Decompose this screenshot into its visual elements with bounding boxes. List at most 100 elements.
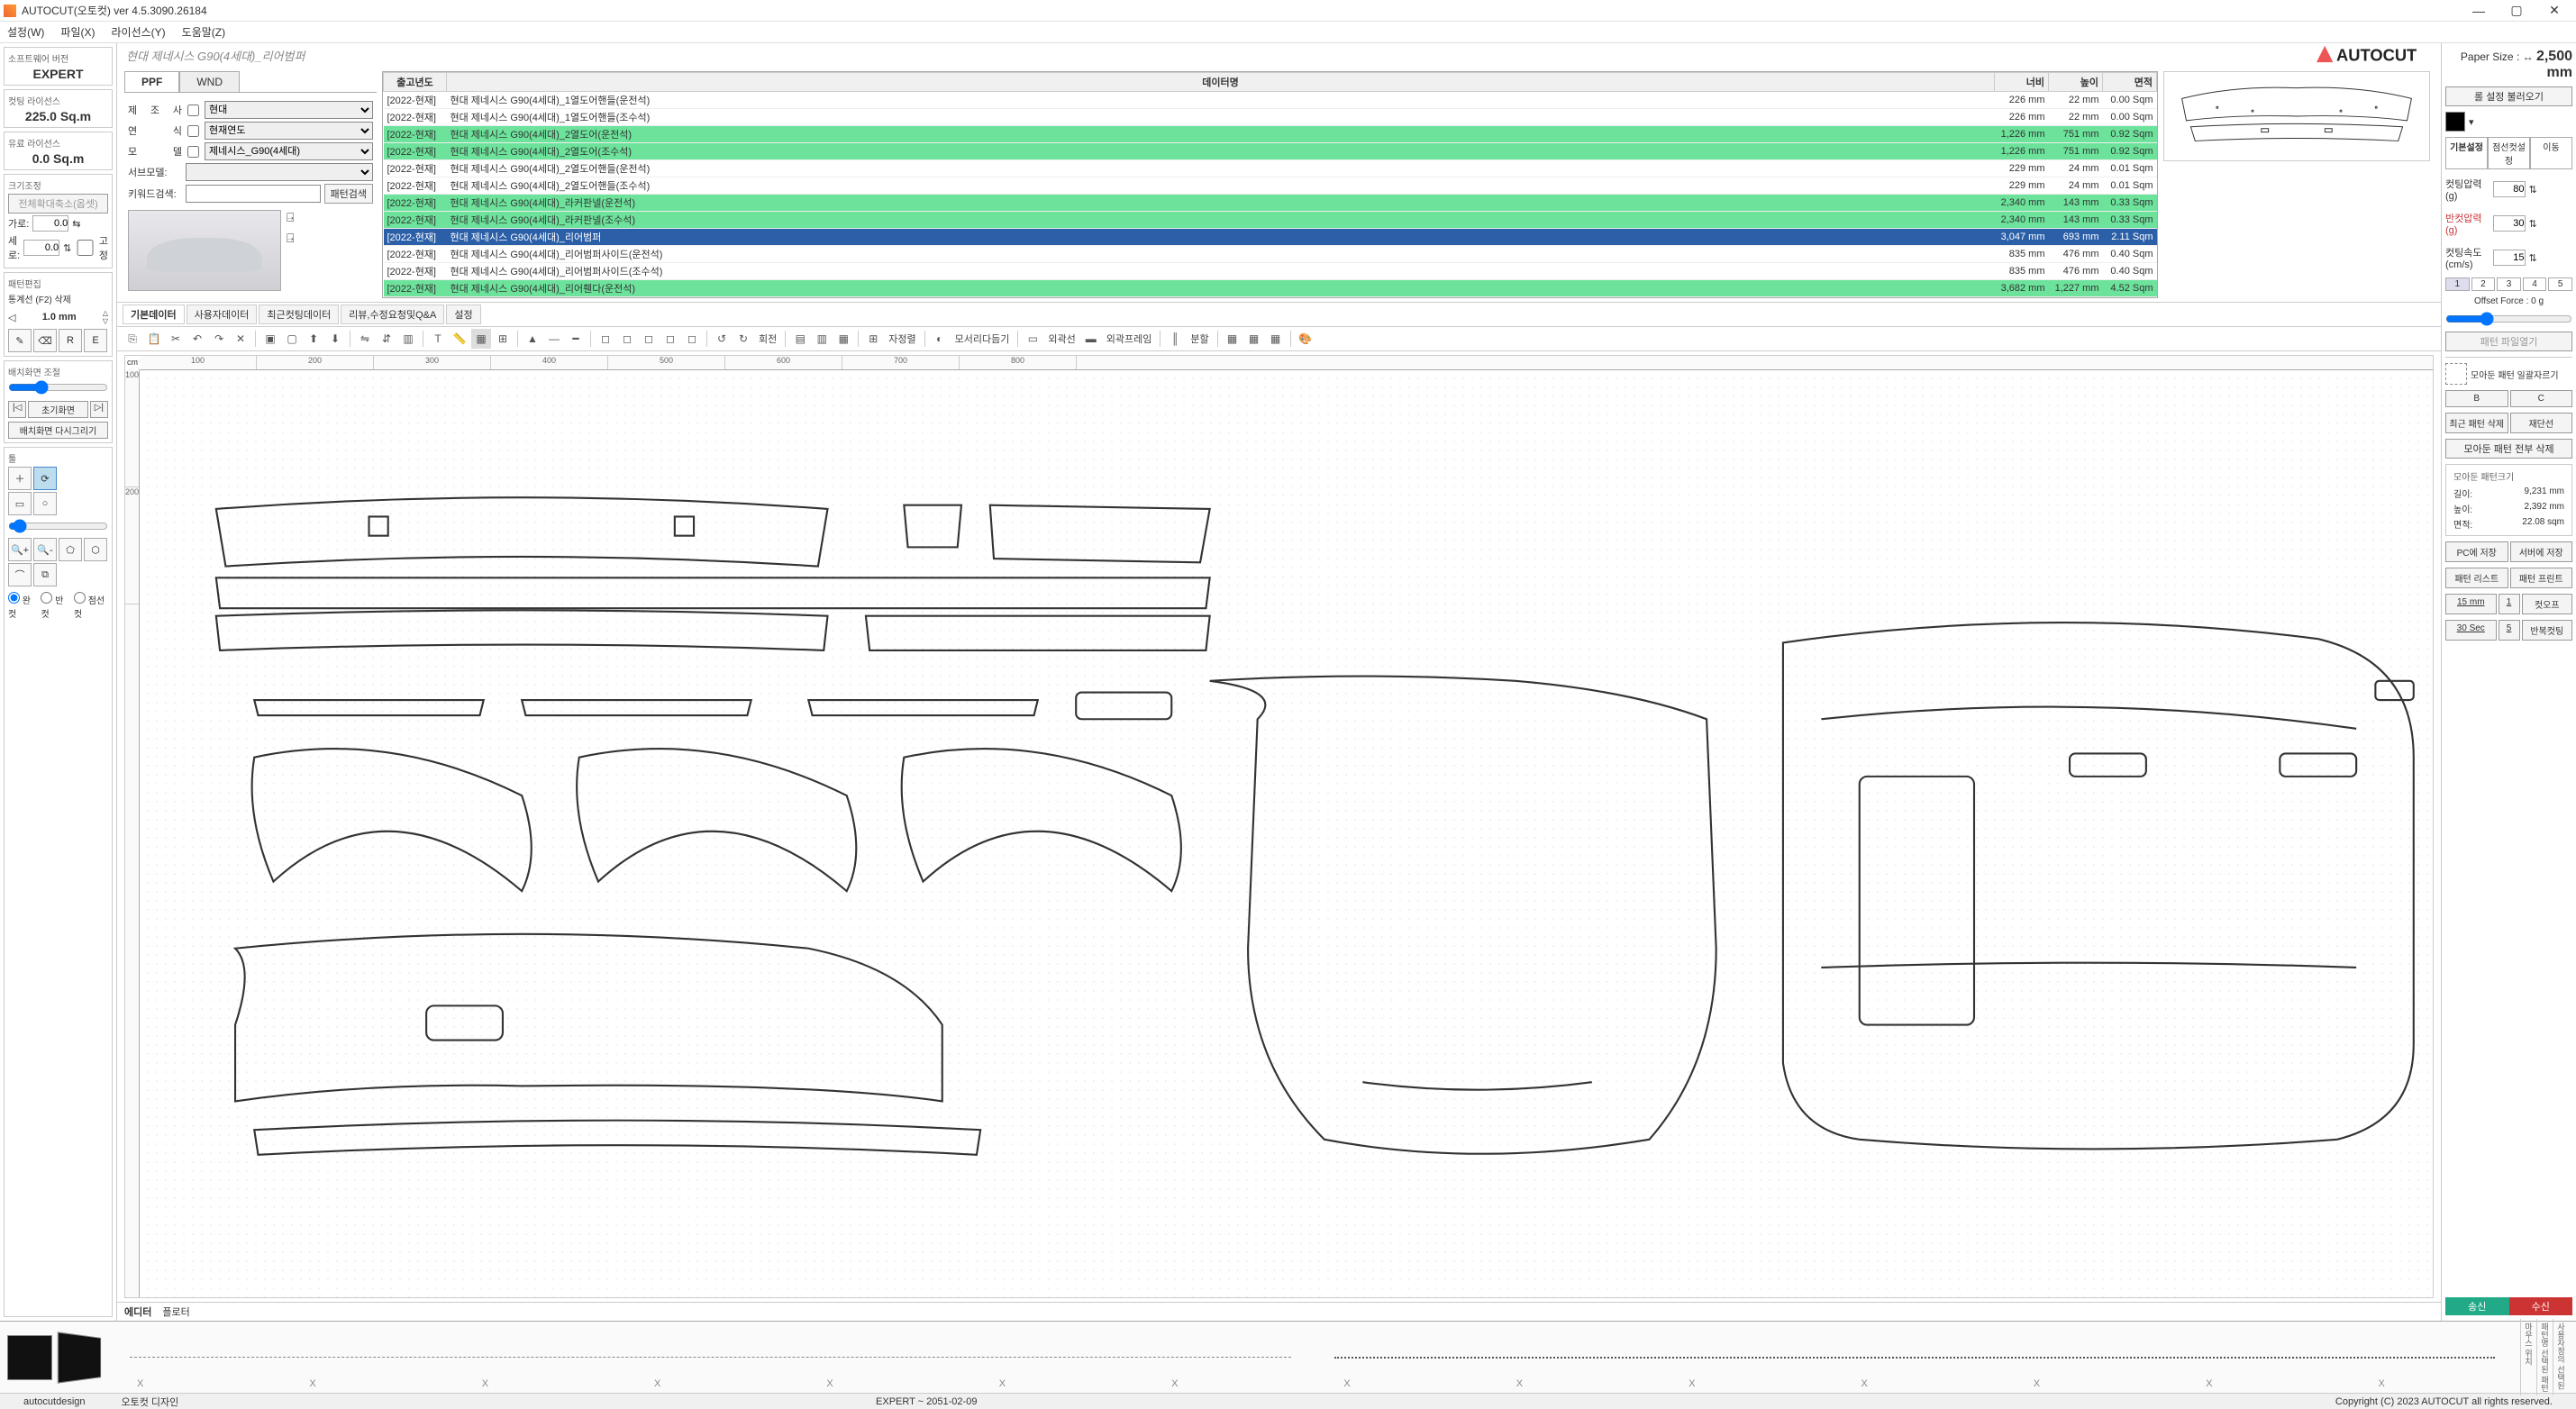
tb-align1-icon[interactable]: ▤ <box>790 329 810 349</box>
col-height[interactable]: 높이 <box>2049 73 2103 92</box>
tb-flipv-icon[interactable]: ⇵ <box>377 329 396 349</box>
col-name[interactable]: 데이터명 <box>447 73 1995 92</box>
tab-wnd[interactable]: WND <box>179 71 240 92</box>
tb-redo-icon[interactable]: ↷ <box>209 329 229 349</box>
preset-4[interactable]: 4 <box>2523 277 2547 291</box>
table-row[interactable]: [2022-현재]현대 제네시스 G90(4세대)_2열도어핸들(운전석)229… <box>384 160 2157 177</box>
year-select[interactable]: 현재연도 <box>205 122 373 140</box>
table-row[interactable]: [2022-현재]현대 제네시스 G90(4세대)_리어범퍼사이드(운전석)83… <box>384 246 2157 263</box>
bc-b-button[interactable]: B <box>2445 390 2508 407</box>
table-row[interactable]: [2022-현재]현대 제네시스 G90(4세대)_라커판넬(조수석)2,340… <box>384 212 2157 229</box>
table-row[interactable]: [2022-현재]현대 제네시스 G90(4세대)_2열도어(운전석)1,226… <box>384 126 2157 143</box>
tool-rect-icon[interactable]: ▭ <box>8 492 32 515</box>
step-down-icon[interactable]: ▽ <box>103 317 108 325</box>
editor-canvas[interactable]: cm 100200300400 500600700800 100200 <box>124 355 2434 1298</box>
tb-grid-icon[interactable]: ▦ <box>471 329 491 349</box>
tb-front-icon[interactable]: ⬆ <box>304 329 323 349</box>
tb-delete-icon[interactable]: ✕ <box>231 329 250 349</box>
pattern-print-button[interactable]: 패턴 프린트 <box>2510 568 2573 588</box>
tb-back-icon[interactable]: ⬇ <box>325 329 345 349</box>
tb-c2-icon[interactable]: ▦ <box>1244 329 1264 349</box>
bc-c-button[interactable]: C <box>2510 390 2573 407</box>
layout-slider[interactable] <box>8 380 108 395</box>
tb-copy-icon[interactable]: ⎘ <box>123 329 142 349</box>
maximize-button[interactable]: ▢ <box>2499 1 2535 21</box>
tb-snap-icon[interactable]: ⊞ <box>493 329 513 349</box>
tb-outline-icon[interactable]: ▭ <box>1023 329 1042 349</box>
cut-pressure-input[interactable] <box>2493 181 2526 197</box>
tb-ruler-icon[interactable]: 📏 <box>450 329 469 349</box>
tb-line2-icon[interactable]: ━ <box>566 329 586 349</box>
tool-pentagon-icon[interactable]: ⬠ <box>59 538 82 561</box>
cut-pressure-spin-icon[interactable]: ⇅ <box>2529 184 2573 195</box>
menu-file[interactable]: 파일(X) <box>60 24 95 40</box>
swatch-1[interactable] <box>7 1335 52 1380</box>
prev-view-button[interactable]: |◁ <box>8 401 26 418</box>
tb-sq4-icon[interactable]: ◻ <box>660 329 680 349</box>
cut-half-radio[interactable]: 반 컷 <box>41 592 69 620</box>
tab-ppf[interactable]: PPF <box>124 71 179 92</box>
table-row[interactable]: [2022-현재]현대 제네시스 G90(4세대)_리어휀다(운전석)3,682… <box>384 280 2157 297</box>
tool-plus-icon[interactable]: ＋ <box>8 467 32 490</box>
tb-align-up-icon[interactable]: ▲ <box>523 329 542 349</box>
one-button[interactable]: 1 <box>2499 594 2520 614</box>
tb-arrange-icon[interactable]: ⊞ <box>863 329 883 349</box>
tb-sq1-icon[interactable]: ◻ <box>596 329 615 349</box>
cut-speed-spin-icon[interactable]: ⇅ <box>2529 252 2573 264</box>
repeat-button[interactable]: 반복컷팅 <box>2522 620 2573 641</box>
tool-pen-icon[interactable]: ✎ <box>8 329 32 352</box>
five-button[interactable]: 5 <box>2499 620 2520 641</box>
cutline-button[interactable]: 재단선 <box>2510 413 2573 433</box>
tb-fliph-icon[interactable]: ⇋ <box>355 329 375 349</box>
tool-eraser-icon[interactable]: ⌫ <box>33 329 57 352</box>
export2-icon[interactable]: ⍈ <box>287 231 294 246</box>
menu-settings[interactable]: 설정(W) <box>7 24 44 40</box>
menu-help[interactable]: 도움말(Z) <box>182 24 225 40</box>
preset-1[interactable]: 1 <box>2445 277 2470 291</box>
tb-undo-icon[interactable]: ↶ <box>187 329 207 349</box>
tb-sq3-icon[interactable]: ◻ <box>639 329 659 349</box>
table-row[interactable]: [2022-현재]현대 제네시스 G90(4세대)_리어범퍼3,047 mm69… <box>384 229 2157 246</box>
tb-palette-icon[interactable]: 🎨 <box>1296 329 1315 349</box>
table-row[interactable]: [2022-현재]현대 제네시스 G90(4세대)_1열도어핸들(운전석)226… <box>384 92 2157 109</box>
tb-c1-icon[interactable]: ▦ <box>1223 329 1242 349</box>
tb-sq2-icon[interactable]: ◻ <box>617 329 637 349</box>
zoom-out-icon[interactable]: 🔍- <box>33 538 57 561</box>
preset-5[interactable]: 5 <box>2548 277 2572 291</box>
init-view-button[interactable]: 초기화면 <box>28 401 87 418</box>
tb-text-icon[interactable]: T <box>428 329 448 349</box>
tool-arc-icon[interactable]: ⌒ <box>8 563 32 586</box>
keyword-input[interactable] <box>186 185 321 203</box>
tb-align2-icon[interactable]: ▥ <box>812 329 832 349</box>
open-pattern-button[interactable]: 패턴 파일열기 <box>2445 332 2572 351</box>
tb-ungroup-icon[interactable]: ▢ <box>282 329 302 349</box>
tool-circle-icon[interactable]: ○ <box>33 492 57 515</box>
preset-2[interactable]: 2 <box>2471 277 2496 291</box>
cut-dot-radio[interactable]: 점선컷 <box>74 592 108 620</box>
sub-select[interactable] <box>186 163 373 181</box>
rtab-move[interactable]: 이동 <box>2530 137 2572 168</box>
half-pressure-input[interactable] <box>2493 215 2526 232</box>
maker-checkbox[interactable] <box>187 105 199 116</box>
swatch-2[interactable] <box>58 1332 101 1383</box>
tb-rotl-icon[interactable]: ↺ <box>712 329 732 349</box>
rtab-basic[interactable]: 기본설정 <box>2445 137 2488 168</box>
export-icon[interactable]: ⍈ <box>287 210 294 225</box>
tb-cut-icon[interactable]: ✂ <box>166 329 186 349</box>
half-pressure-spin-icon[interactable]: ⇅ <box>2529 218 2573 230</box>
model-select[interactable]: 제네시스_G90(4세대) <box>205 142 373 160</box>
tb-outframe-icon[interactable]: ▬ <box>1081 329 1101 349</box>
next-view-button[interactable]: ▷| <box>90 401 108 418</box>
tb-align3-icon[interactable]: ▦ <box>833 329 853 349</box>
all-del-button[interactable]: 모아둔 패턴 전부 삭제 <box>2445 439 2572 459</box>
recv-button[interactable]: 수신 <box>2509 1297 2573 1315</box>
step-up-icon[interactable]: △ <box>103 309 108 317</box>
step-left-icon[interactable]: ◁ <box>8 312 15 323</box>
cut-speed-input[interactable] <box>2493 250 2526 266</box>
tool-r-button[interactable]: R <box>59 329 82 352</box>
save-server-button[interactable]: 서버에 저장 <box>2510 541 2573 562</box>
color-swatch[interactable] <box>2445 112 2465 132</box>
lock-checkbox[interactable] <box>77 240 93 256</box>
tb-mirror-icon[interactable]: ▥ <box>398 329 418 349</box>
zoom-in-icon[interactable]: 🔍+ <box>8 538 32 561</box>
